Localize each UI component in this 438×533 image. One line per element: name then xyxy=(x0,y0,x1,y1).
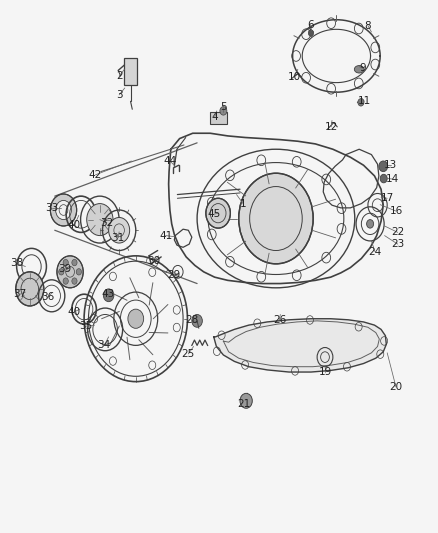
Text: 44: 44 xyxy=(163,156,177,166)
Circle shape xyxy=(358,99,364,106)
Circle shape xyxy=(50,194,77,226)
Text: 19: 19 xyxy=(318,367,332,377)
Circle shape xyxy=(63,260,68,266)
Circle shape xyxy=(192,314,202,327)
Text: 5: 5 xyxy=(220,102,227,111)
Circle shape xyxy=(59,269,64,275)
Circle shape xyxy=(103,289,114,302)
Circle shape xyxy=(128,309,144,328)
Text: 17: 17 xyxy=(381,193,394,203)
Text: 32: 32 xyxy=(100,218,113,228)
Text: 39: 39 xyxy=(58,264,71,273)
Text: 26: 26 xyxy=(273,315,286,325)
Text: 33: 33 xyxy=(45,203,58,213)
Text: 34: 34 xyxy=(98,341,111,350)
Circle shape xyxy=(72,260,77,266)
Text: 35: 35 xyxy=(79,321,92,331)
Text: 29: 29 xyxy=(168,270,181,280)
Circle shape xyxy=(87,204,113,236)
Text: 43: 43 xyxy=(101,289,114,299)
Text: 30: 30 xyxy=(148,256,161,266)
Text: 24: 24 xyxy=(368,247,381,256)
Text: 22: 22 xyxy=(391,228,404,237)
Circle shape xyxy=(379,161,388,172)
Text: 1: 1 xyxy=(240,199,247,208)
Text: 23: 23 xyxy=(391,239,404,249)
Text: 3: 3 xyxy=(116,90,123,100)
Text: 21: 21 xyxy=(237,399,250,409)
Text: 10: 10 xyxy=(288,72,301,82)
Circle shape xyxy=(76,269,81,275)
Text: 11: 11 xyxy=(358,96,371,106)
Text: 38: 38 xyxy=(10,259,23,268)
Text: 40: 40 xyxy=(67,308,80,317)
Text: 37: 37 xyxy=(14,289,27,299)
Text: 14: 14 xyxy=(386,174,399,184)
Text: 13: 13 xyxy=(384,160,397,170)
Text: 8: 8 xyxy=(364,21,371,30)
Circle shape xyxy=(56,200,71,220)
Circle shape xyxy=(240,393,252,408)
Text: 25: 25 xyxy=(182,349,195,359)
Text: 12: 12 xyxy=(325,122,338,132)
Text: 28: 28 xyxy=(185,315,198,325)
Text: 2: 2 xyxy=(116,71,123,81)
Circle shape xyxy=(367,220,374,228)
Bar xyxy=(124,58,137,85)
Polygon shape xyxy=(214,319,386,372)
Text: 6: 6 xyxy=(307,20,314,29)
Text: 9: 9 xyxy=(359,63,366,73)
Text: 36: 36 xyxy=(41,293,54,302)
Text: 41: 41 xyxy=(159,231,172,240)
Text: 20: 20 xyxy=(389,382,403,392)
Text: 45: 45 xyxy=(207,209,220,219)
Text: 40: 40 xyxy=(68,220,81,230)
Circle shape xyxy=(380,174,387,183)
Circle shape xyxy=(308,30,314,36)
Ellipse shape xyxy=(354,66,364,73)
Text: 42: 42 xyxy=(89,170,102,180)
Circle shape xyxy=(220,107,227,115)
Text: 31: 31 xyxy=(112,233,125,243)
Circle shape xyxy=(239,173,313,264)
Text: 4: 4 xyxy=(211,112,218,122)
Circle shape xyxy=(109,217,130,243)
Circle shape xyxy=(72,278,77,284)
Circle shape xyxy=(206,198,230,228)
Circle shape xyxy=(63,278,68,284)
Circle shape xyxy=(16,272,44,306)
Bar xyxy=(210,112,227,124)
Text: 16: 16 xyxy=(389,206,403,216)
Circle shape xyxy=(57,256,83,288)
